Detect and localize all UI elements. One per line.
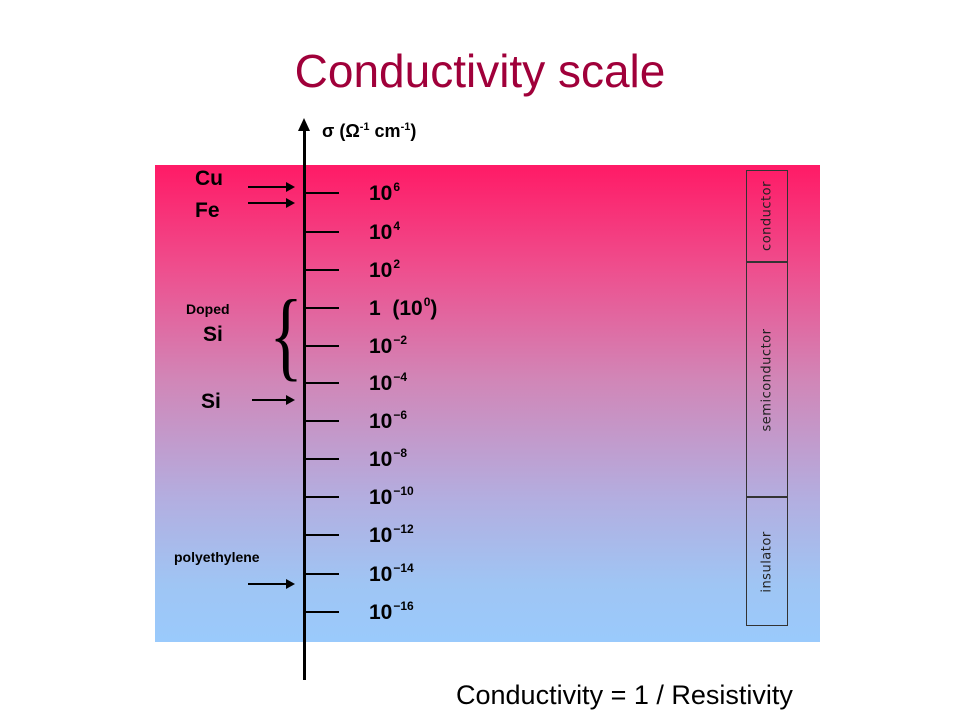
- class-semiconductor-label: semiconductor: [759, 328, 775, 431]
- class-insulator-label: insulator: [759, 530, 775, 593]
- brace-icon: {: [269, 279, 303, 390]
- material-si-label: Si: [201, 390, 221, 413]
- scale-label: 10−2: [369, 333, 408, 358]
- class-semiconductor-box: semiconductor: [746, 262, 788, 497]
- axis-tick: [305, 231, 339, 233]
- axis-unit-label: σ (Ω-1 cm-1): [322, 121, 417, 141]
- si-arrow-icon: [252, 395, 295, 405]
- scale-label: 10−10: [369, 484, 414, 509]
- axis-tick: [305, 345, 339, 347]
- axis-tick: [305, 192, 339, 194]
- axis-tick: [305, 382, 339, 384]
- page-title: Conductivity scale: [294, 45, 666, 97]
- axis-tick: [305, 269, 339, 271]
- material-doped-label: Doped: [186, 301, 230, 317]
- conductivity-axis: [303, 128, 306, 680]
- scale-label: 10−12: [369, 522, 414, 547]
- class-insulator-box: insulator: [746, 497, 788, 626]
- scale-label: 104: [369, 219, 401, 244]
- scale-label: 10−4: [369, 370, 408, 395]
- class-conductor-box: conductor: [746, 170, 788, 262]
- axis-tick: [305, 420, 339, 422]
- conductivity-gradient-panel: [155, 165, 820, 642]
- scale-label: 10−16: [369, 599, 414, 624]
- material-polyethylene-label: polyethylene: [174, 549, 260, 565]
- scale-label: 10−8: [369, 446, 408, 471]
- axis-tick: [305, 611, 339, 613]
- axis-tick: [305, 496, 339, 498]
- material-cu-label: Cu: [195, 167, 223, 190]
- scale-label: 106: [369, 180, 401, 205]
- fe-arrow-icon: [248, 198, 295, 208]
- axis-tick: [305, 573, 339, 575]
- material-fe-label: Fe: [195, 199, 220, 222]
- scale-label: 102: [369, 257, 401, 282]
- axis-tick: [305, 307, 339, 309]
- scale-label: 1 (100): [369, 295, 438, 320]
- polyethylene-arrow-icon: [248, 579, 295, 589]
- scale-label: 10−14: [369, 561, 414, 586]
- axis-tick: [305, 534, 339, 536]
- material-doped-si-label: Si: [203, 323, 223, 346]
- cu-arrow-icon: [248, 182, 295, 192]
- footer-formula: Conductivity = 1 / Resistivity: [456, 680, 793, 710]
- axis-tick: [305, 458, 339, 460]
- axis-arrowhead-icon: [298, 118, 310, 131]
- scale-label: 10−6: [369, 408, 408, 433]
- class-conductor-label: conductor: [759, 181, 775, 251]
